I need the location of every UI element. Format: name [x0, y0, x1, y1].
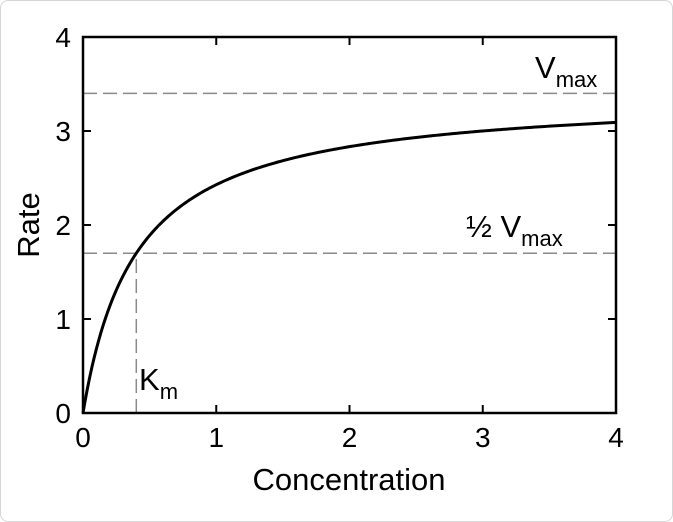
half-vmax-annotation: ½ Vmax [466, 209, 563, 251]
x-tick-label-3: 3 [475, 422, 491, 453]
half-vmax-annotation-sub: max [521, 226, 563, 251]
y-tick-label-1: 1 [55, 304, 71, 335]
axis-ticks [82, 36, 617, 414]
x-tick-label-0: 0 [75, 422, 91, 453]
series-line [81, 120, 617, 414]
y-axis-label: Rate [11, 192, 46, 257]
half-vmax-annotation-main: ½ V [466, 209, 521, 244]
vmax-annotation-main: V [535, 50, 556, 85]
y-tick-label-4: 4 [55, 22, 71, 53]
km-annotation-sub: m [160, 379, 178, 404]
x-tick-label-4: 4 [608, 422, 624, 453]
x-tick-label-1: 1 [208, 422, 224, 453]
vmax-annotation-sub: max [556, 67, 598, 92]
km-annotation-main: K [139, 362, 160, 397]
reference-lines [83, 92, 616, 413]
km-annotation: Km [139, 362, 178, 404]
tick-labels: 0 1 2 3 4 0 1 2 3 4 [55, 22, 623, 453]
y-tick-label-3: 3 [55, 116, 71, 147]
y-tick-label-2: 2 [55, 210, 71, 241]
y-tick-label-0: 0 [55, 398, 71, 429]
vmax-annotation: Vmax [535, 50, 597, 92]
x-axis-label: Concentration [252, 462, 445, 497]
x-tick-label-2: 2 [342, 422, 358, 453]
